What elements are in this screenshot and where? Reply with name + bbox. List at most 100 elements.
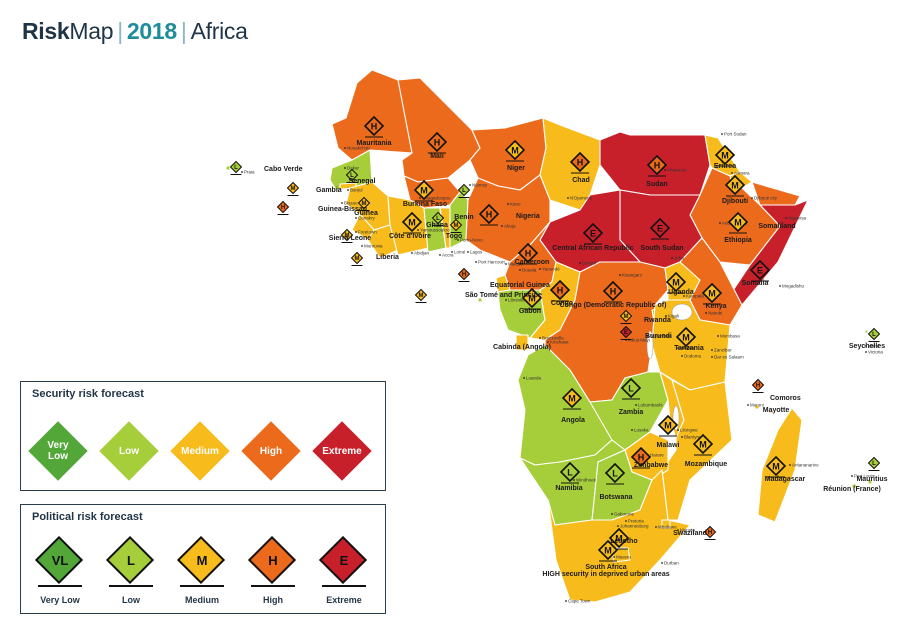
marker-code: M (345, 233, 350, 239)
city-label: Conakry (358, 216, 376, 221)
political-legend-label: High (263, 595, 283, 605)
city-label: Mogadishu (782, 284, 805, 289)
city-label: Zanzibar (714, 348, 732, 353)
political-risk-marker-ethiopia: M (727, 211, 749, 234)
region-swaziland[interactable] (661, 519, 671, 529)
city-conakry: Conakry (355, 216, 376, 221)
political-risk-legend: Political risk forecast VL Very Low L Low M M… (20, 504, 386, 614)
city-nairobi: Nairobi (705, 311, 722, 316)
marker-code: H (654, 160, 661, 170)
region-reunion-france[interactable] (851, 483, 857, 489)
marker-diamond (457, 183, 471, 197)
marker-code: M (731, 180, 739, 190)
marker-code: H (462, 272, 466, 278)
city-label: Malabo (508, 262, 523, 267)
region-mauritius[interactable] (867, 479, 873, 485)
country-label-comoros: Comoros (770, 395, 801, 402)
political-risk-marker-cameroon: H (517, 242, 539, 265)
marker-code: M (511, 145, 519, 155)
city-label: Juba (674, 256, 684, 261)
city-label: Pretoria (628, 519, 644, 524)
political-risk-marker-liberia: M (350, 251, 364, 266)
political-risk-marker-eritrea: M (714, 144, 736, 167)
city-label: Harare (650, 453, 664, 458)
city-label: Lomé (454, 250, 466, 255)
political-risk-marker-niger: M (504, 139, 526, 162)
marker-diamond (559, 461, 581, 483)
political-code: VL (51, 553, 69, 568)
marker-diamond (619, 325, 633, 339)
city-maseru: Maseru (613, 555, 632, 560)
country-label-burkina-faso: Burkina Faso (403, 201, 447, 208)
marker-code: M (291, 186, 296, 192)
city-kinshasa: Kinshasa (547, 340, 569, 345)
marker-diamond (426, 131, 448, 153)
city-dot (547, 341, 549, 343)
political-risk-marker-south-sudan: E (649, 217, 671, 240)
country-label-somalia: Somalia (742, 280, 769, 287)
marker-diamond (431, 211, 445, 225)
city-label: Monrovia (364, 244, 383, 249)
security-legend-low: Low (99, 421, 159, 481)
marker-diamond (350, 251, 364, 265)
city-juba: Juba (671, 256, 684, 261)
region-somaliland[interactable] (751, 181, 801, 206)
lake-victoria (671, 303, 693, 321)
city-dot (789, 464, 791, 466)
city-label: Niamey (472, 183, 488, 188)
city-dakar: Dakar (344, 166, 360, 171)
lake-tanganyika (646, 330, 654, 360)
region-cabinda-angola[interactable] (515, 334, 529, 351)
political-risk-marker-equatorial-guinea: H (457, 267, 471, 282)
political-legend-very-low: VL Very Low (30, 535, 90, 607)
city-label: Maputo (680, 528, 696, 533)
country-label-eritrea: Eritrea (714, 163, 736, 170)
political-risk-marker-cote-d-ivoire: M (401, 211, 423, 234)
country-label-guinea: Guinea (354, 210, 378, 217)
city-label: Hargeisa (788, 216, 807, 221)
political-risk-marker-botswana: L (604, 462, 626, 485)
country-label-niger: Niger (507, 165, 525, 172)
marker-code: H (756, 383, 760, 389)
city-dot (355, 231, 357, 233)
city-moroni: Moroni (747, 403, 764, 408)
city-dot (711, 356, 713, 358)
city-dot (677, 529, 679, 531)
city-dot (851, 475, 853, 477)
political-risk-marker-guinea: M (357, 196, 371, 211)
marker-diamond (286, 181, 300, 195)
city-malabo: Malabo (505, 262, 523, 267)
marker-code: M (772, 461, 780, 471)
country-label-djibouti: Djibouti (722, 198, 748, 205)
city-dot (573, 479, 575, 481)
city-dot (341, 202, 343, 204)
marker-code: E (624, 330, 628, 336)
political-underline (180, 585, 224, 587)
city-bujumbura: Bujumbura (647, 334, 672, 339)
country-label-south-sudan: South Sudan (640, 245, 683, 252)
country-label-sao-tome-and-principe: São Tomé and Principe (465, 292, 542, 299)
country-label-guinea-bissau: Guinea-Bissau (318, 206, 367, 213)
city-ouagadougou: Ouagadougou (419, 196, 451, 201)
city-dot (635, 404, 637, 406)
region-comoros[interactable] (754, 404, 760, 410)
region-cabo-verde[interactable] (225, 165, 231, 171)
city-label: Bangui (582, 261, 596, 266)
region-nigeria[interactable] (465, 174, 551, 263)
political-risk-marker-central-african-republic: E (582, 222, 604, 245)
marker-code: H (486, 209, 493, 219)
political-risk-marker-madagascar: M (765, 455, 787, 478)
country-label-uganda: Uganda (668, 289, 694, 296)
city-dot (355, 217, 357, 219)
marker-code: H (557, 285, 564, 295)
region-sao-tome-and-principe[interactable] (477, 297, 483, 303)
political-risk-marker-swaziland: H (703, 525, 717, 540)
city-dodoma: Dodoma (681, 354, 702, 359)
region-mayotte[interactable] (769, 409, 774, 414)
city-porto-novo: Porto-Novo (457, 238, 483, 243)
region-seychelles[interactable] (864, 329, 869, 334)
marker-code: M (672, 277, 680, 287)
marker-diamond (517, 242, 539, 264)
region-mali[interactable] (397, 77, 481, 183)
city-label: Port Louis (854, 474, 875, 479)
